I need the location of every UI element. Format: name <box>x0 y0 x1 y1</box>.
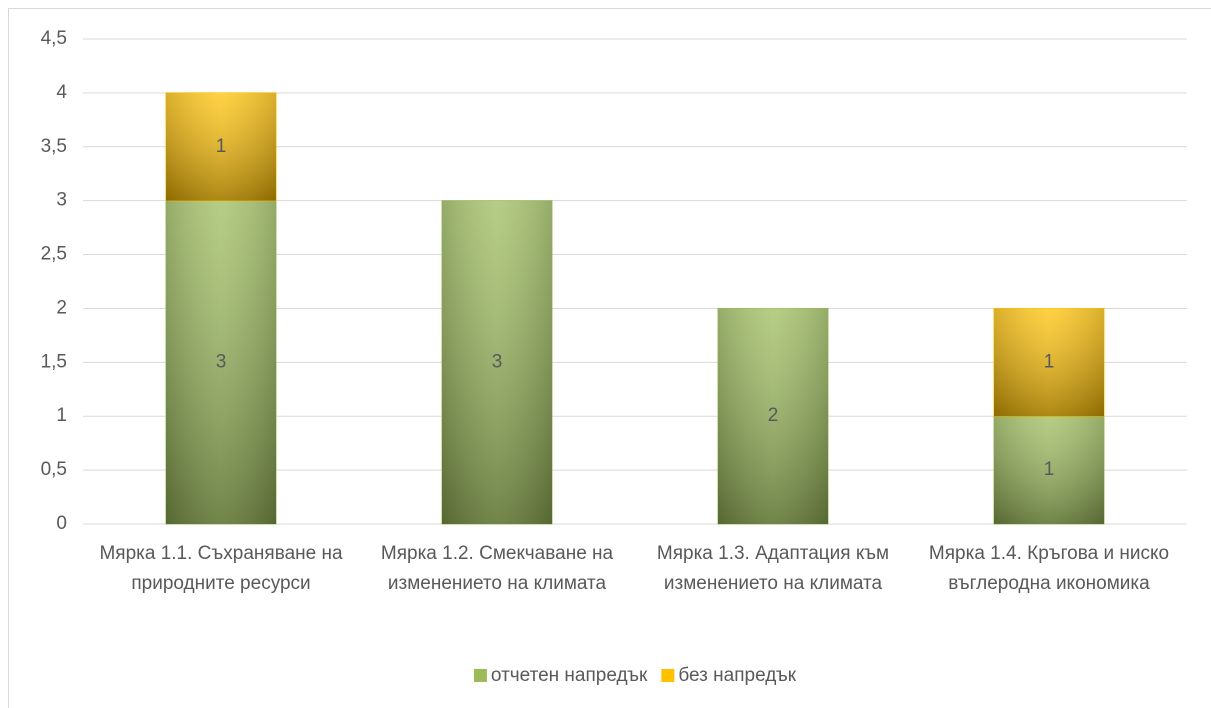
label-line: изменението на климата <box>388 573 607 594</box>
bar-shade <box>442 200 552 524</box>
label-line: Мярка 1.2. Смекчаване на <box>381 543 614 564</box>
data-label: 1 <box>1044 351 1055 372</box>
bar-shade <box>994 308 1104 417</box>
y-tick-label: 3 <box>56 190 67 211</box>
y-tick-label: 4 <box>56 82 67 103</box>
bar-shade <box>166 92 276 201</box>
x-tick-label: Мярка 1.3. Адаптация към изменението на к… <box>657 543 889 594</box>
y-tick-label: 0 <box>56 513 67 534</box>
y-tick-label: 1 <box>56 405 67 426</box>
x-tick-label: Мярка 1.2. Смекчаване на изменението на к… <box>381 543 614 594</box>
x-tick-label: Мярка 1.1. Съхраняване на природните ресу… <box>99 543 343 594</box>
y-tick-label: 2 <box>56 297 67 318</box>
label-line: природните ресурси <box>131 573 310 594</box>
bar-shade <box>718 308 828 524</box>
label-line: въглеродна икономика <box>948 573 1150 594</box>
data-label: 3 <box>216 351 227 372</box>
y-tick-label: 0,5 <box>41 459 67 480</box>
x-tick-label: Мярка 1.4. Кръгова и ниско въглеродна ико… <box>929 543 1169 594</box>
data-label: 1 <box>216 136 227 157</box>
label-line: Мярка 1.4. Кръгова и ниско <box>929 543 1169 564</box>
label-line: изменението на климата <box>664 573 883 594</box>
y-tick-label: 2,5 <box>41 244 67 265</box>
chart-frame <box>8 8 1211 708</box>
label-line: Мярка 1.1. Съхраняване на <box>99 543 343 564</box>
y-tick-label: 4,5 <box>41 28 67 49</box>
legend-swatch <box>661 669 675 682</box>
y-tick-label: 1,5 <box>41 351 67 372</box>
data-label: 2 <box>768 405 779 426</box>
bar-shade <box>166 200 276 524</box>
legend-label: отчетен напредък <box>491 665 648 686</box>
legend: отчетен напредък без напредък <box>473 665 797 686</box>
y-tick-label: 3,5 <box>41 136 67 157</box>
legend-swatch <box>473 669 487 682</box>
label-line: Мярка 1.3. Адаптация към <box>657 543 889 564</box>
data-label: 3 <box>492 351 503 372</box>
bar-shade <box>994 416 1104 524</box>
legend-label: без напредък <box>678 665 796 686</box>
data-label: 1 <box>1044 459 1055 480</box>
